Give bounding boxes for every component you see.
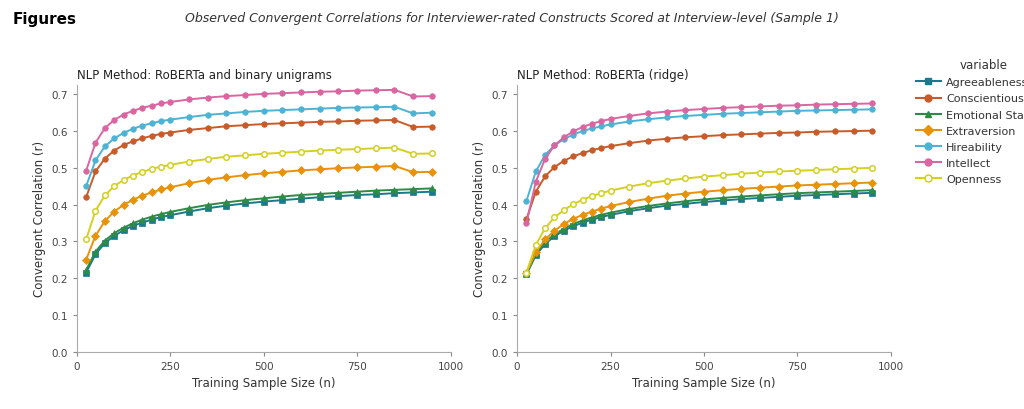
X-axis label: Training Sample Size (n): Training Sample Size (n) [632,376,776,389]
X-axis label: Training Sample Size (n): Training Sample Size (n) [191,376,336,389]
Y-axis label: Convergent Correlation (r): Convergent Correlation (r) [33,141,46,297]
Text: Figures: Figures [12,12,76,27]
Text: NLP Method: RoBERTa (ridge): NLP Method: RoBERTa (ridge) [517,69,689,82]
Legend: Agreeableness, Conscientiousness, Emotional Stability, Extraversion, Hireability: Agreeableness, Conscientiousness, Emotio… [911,55,1024,189]
Y-axis label: Convergent Correlation (r): Convergent Correlation (r) [473,141,486,297]
Text: Observed Convergent Correlations for Interviewer-rated Constructs Scored at Inte: Observed Convergent Correlations for Int… [185,12,839,25]
Text: NLP Method: RoBERTa and binary unigrams: NLP Method: RoBERTa and binary unigrams [77,69,332,82]
